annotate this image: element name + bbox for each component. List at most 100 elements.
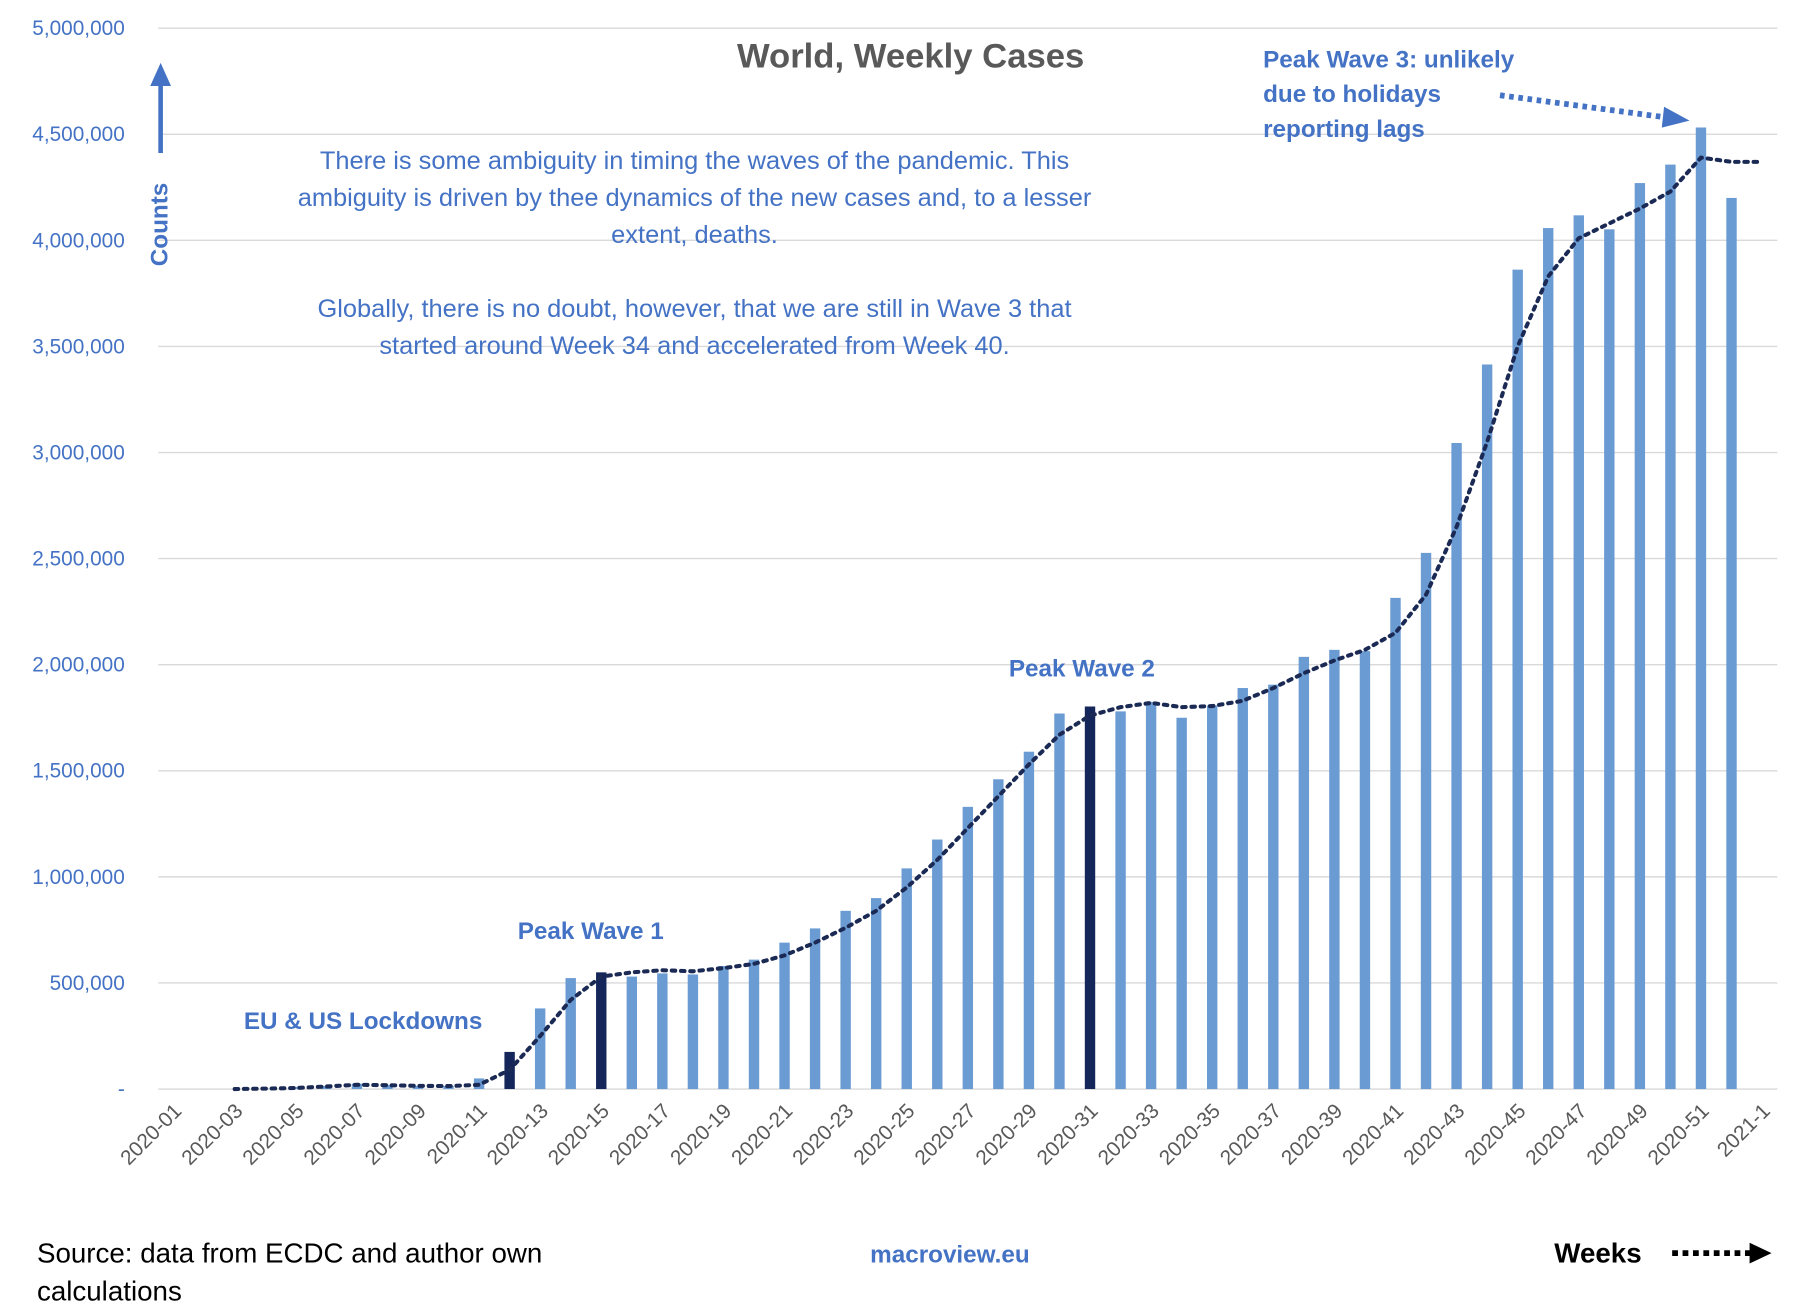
x-tick-label: 2020-25 xyxy=(849,1099,919,1169)
bar-2020-41 xyxy=(1390,597,1401,1090)
x-tick-label: 2020-45 xyxy=(1460,1099,1530,1169)
x-tick-label: 2020-49 xyxy=(1582,1099,1652,1169)
note-line: started around Week 34 and accelerated f… xyxy=(379,332,1009,360)
bar-2020-08 xyxy=(382,1084,393,1090)
y-axis-label: Counts xyxy=(147,183,174,267)
bar-2020-49 xyxy=(1634,183,1646,1090)
y-tick-label: 3,500,000 xyxy=(32,335,125,358)
bar-2020-32 xyxy=(1115,711,1126,1090)
annotation-peak-wave-3-line2: due to holidays xyxy=(1263,81,1441,108)
bar-2020-37 xyxy=(1268,684,1279,1090)
bar-2020-34 xyxy=(1176,717,1187,1090)
bar-2020-19 xyxy=(718,965,729,1090)
x-tick-label: 2020-23 xyxy=(788,1099,858,1169)
bar-2020-15 xyxy=(596,972,607,1090)
x-tick-label: 2020-09 xyxy=(361,1099,431,1169)
weeks-arrow xyxy=(1672,1242,1772,1264)
x-tick-label: 2020-01 xyxy=(116,1099,186,1169)
bar-2020-05 xyxy=(290,1086,301,1090)
y-tick-label: 1,000,000 xyxy=(32,866,125,889)
x-tick-label: 2020-31 xyxy=(1033,1099,1103,1169)
bar-2020-42 xyxy=(1420,552,1432,1090)
bar-2020-52 xyxy=(1726,197,1737,1090)
bar-2020-43 xyxy=(1451,442,1462,1090)
x-tick-label: 2020-43 xyxy=(1399,1099,1469,1169)
y-tick-label: 4,000,000 xyxy=(32,229,125,252)
x-tick-label: 2020-27 xyxy=(910,1099,980,1169)
bar-2020-27 xyxy=(962,806,974,1090)
y-axis-arrow xyxy=(150,62,172,153)
bar-2020-39 xyxy=(1329,649,1340,1090)
x-tick-label: 2020-19 xyxy=(666,1099,736,1169)
x-tick-label: 2020-37 xyxy=(1216,1099,1286,1169)
bar-2020-47 xyxy=(1573,215,1584,1090)
bar-2020-48 xyxy=(1604,229,1615,1090)
bar-2020-46 xyxy=(1543,228,1554,1090)
bars xyxy=(260,127,1737,1090)
x-tick-label: 2020-21 xyxy=(727,1099,797,1169)
gridlines xyxy=(158,27,1778,1090)
x-tick-label: 2020-39 xyxy=(1277,1099,1347,1169)
chart-title: World, Weekly Cases xyxy=(737,37,1084,75)
y-tick-label: 2,000,000 xyxy=(32,654,125,677)
x-tick-label: 2020-35 xyxy=(1155,1099,1225,1169)
bar-2020-16 xyxy=(626,976,638,1090)
bar-2020-18 xyxy=(687,974,699,1090)
x-tick-label: 2020-41 xyxy=(1338,1099,1408,1169)
y-axis-ticks: - 500,000 1,000,000 1,500,000 2,000,000 2,500… xyxy=(32,17,125,1101)
y-tick-label: - xyxy=(118,1078,125,1101)
site-link[interactable]: macroview.eu xyxy=(870,1241,1030,1268)
annotation-peak-wave-1: Peak Wave 1 xyxy=(518,918,664,945)
bar-2020-36 xyxy=(1237,688,1248,1090)
bar-2020-38 xyxy=(1298,656,1310,1090)
bar-2020-09 xyxy=(412,1085,424,1090)
bar-2020-50 xyxy=(1665,164,1676,1090)
bar-2020-44 xyxy=(1481,364,1493,1090)
annotation-lockdowns: EU & US Lockdowns xyxy=(244,1008,482,1035)
note-line: There is some ambiguity in timing the wa… xyxy=(320,147,1069,175)
bar-2020-45 xyxy=(1512,269,1523,1090)
peak-wave-3-arrow xyxy=(1499,92,1690,128)
ambiguity-note: There is some ambiguity in timing the wa… xyxy=(298,147,1092,360)
bar-2020-28 xyxy=(993,779,1004,1090)
x-tick-label: 2020-47 xyxy=(1521,1099,1591,1169)
annotation-peak-wave-3-line1: Peak Wave 3: unlikely xyxy=(1263,46,1515,73)
bar-2020-26 xyxy=(932,839,943,1090)
note-line: Globally, there is no doubt, however, th… xyxy=(317,295,1071,323)
bar-2020-30 xyxy=(1054,713,1065,1090)
y-tick-label: 4,500,000 xyxy=(32,123,125,146)
y-tick-label: 2,500,000 xyxy=(32,548,125,571)
bar-2020-25 xyxy=(901,868,912,1090)
bar-2020-23 xyxy=(840,910,851,1090)
note-line: ambiguity is driven by thee dynamics of … xyxy=(298,184,1092,212)
x-tick-label: 2020-51 xyxy=(1644,1099,1714,1169)
trend-line xyxy=(232,155,1765,1092)
bar-2020-51 xyxy=(1695,127,1707,1090)
bar-2020-33 xyxy=(1145,701,1157,1090)
annotation-peak-wave-3-line3: reporting lags xyxy=(1263,116,1425,143)
bar-2020-29 xyxy=(1023,751,1035,1090)
bar-2020-20 xyxy=(748,959,760,1090)
x-tick-label: 2020-17 xyxy=(605,1099,675,1169)
bar-2020-21 xyxy=(779,942,790,1090)
x-tick-label: 2020-07 xyxy=(299,1099,369,1169)
x-axis-ticks: 2020-012020-032020-052020-072020-092020-… xyxy=(116,1099,1775,1169)
weeks-label: Weeks xyxy=(1554,1237,1641,1268)
x-tick-label: 2020-05 xyxy=(238,1099,308,1169)
bar-2020-14 xyxy=(565,978,576,1090)
note-line: extent, deaths. xyxy=(611,221,778,249)
bar-2020-17 xyxy=(657,973,668,1090)
x-tick-label: 2020-13 xyxy=(483,1099,553,1169)
x-tick-label: 2020-03 xyxy=(177,1099,247,1169)
source-line-2: calculations xyxy=(37,1276,182,1307)
bar-2020-24 xyxy=(870,898,882,1090)
annotation-peak-wave-2: Peak Wave 2 xyxy=(1009,655,1155,682)
x-tick-label: 2020-33 xyxy=(1094,1099,1164,1169)
x-tick-label: 2020-29 xyxy=(971,1099,1041,1169)
x-tick-label: 2021-1 xyxy=(1713,1099,1775,1161)
bar-2020-13 xyxy=(534,1008,546,1090)
x-tick-label: 2020-11 xyxy=(423,1099,492,1168)
bar-2020-35 xyxy=(1207,705,1218,1090)
x-tick-label: 2020-15 xyxy=(544,1099,614,1169)
